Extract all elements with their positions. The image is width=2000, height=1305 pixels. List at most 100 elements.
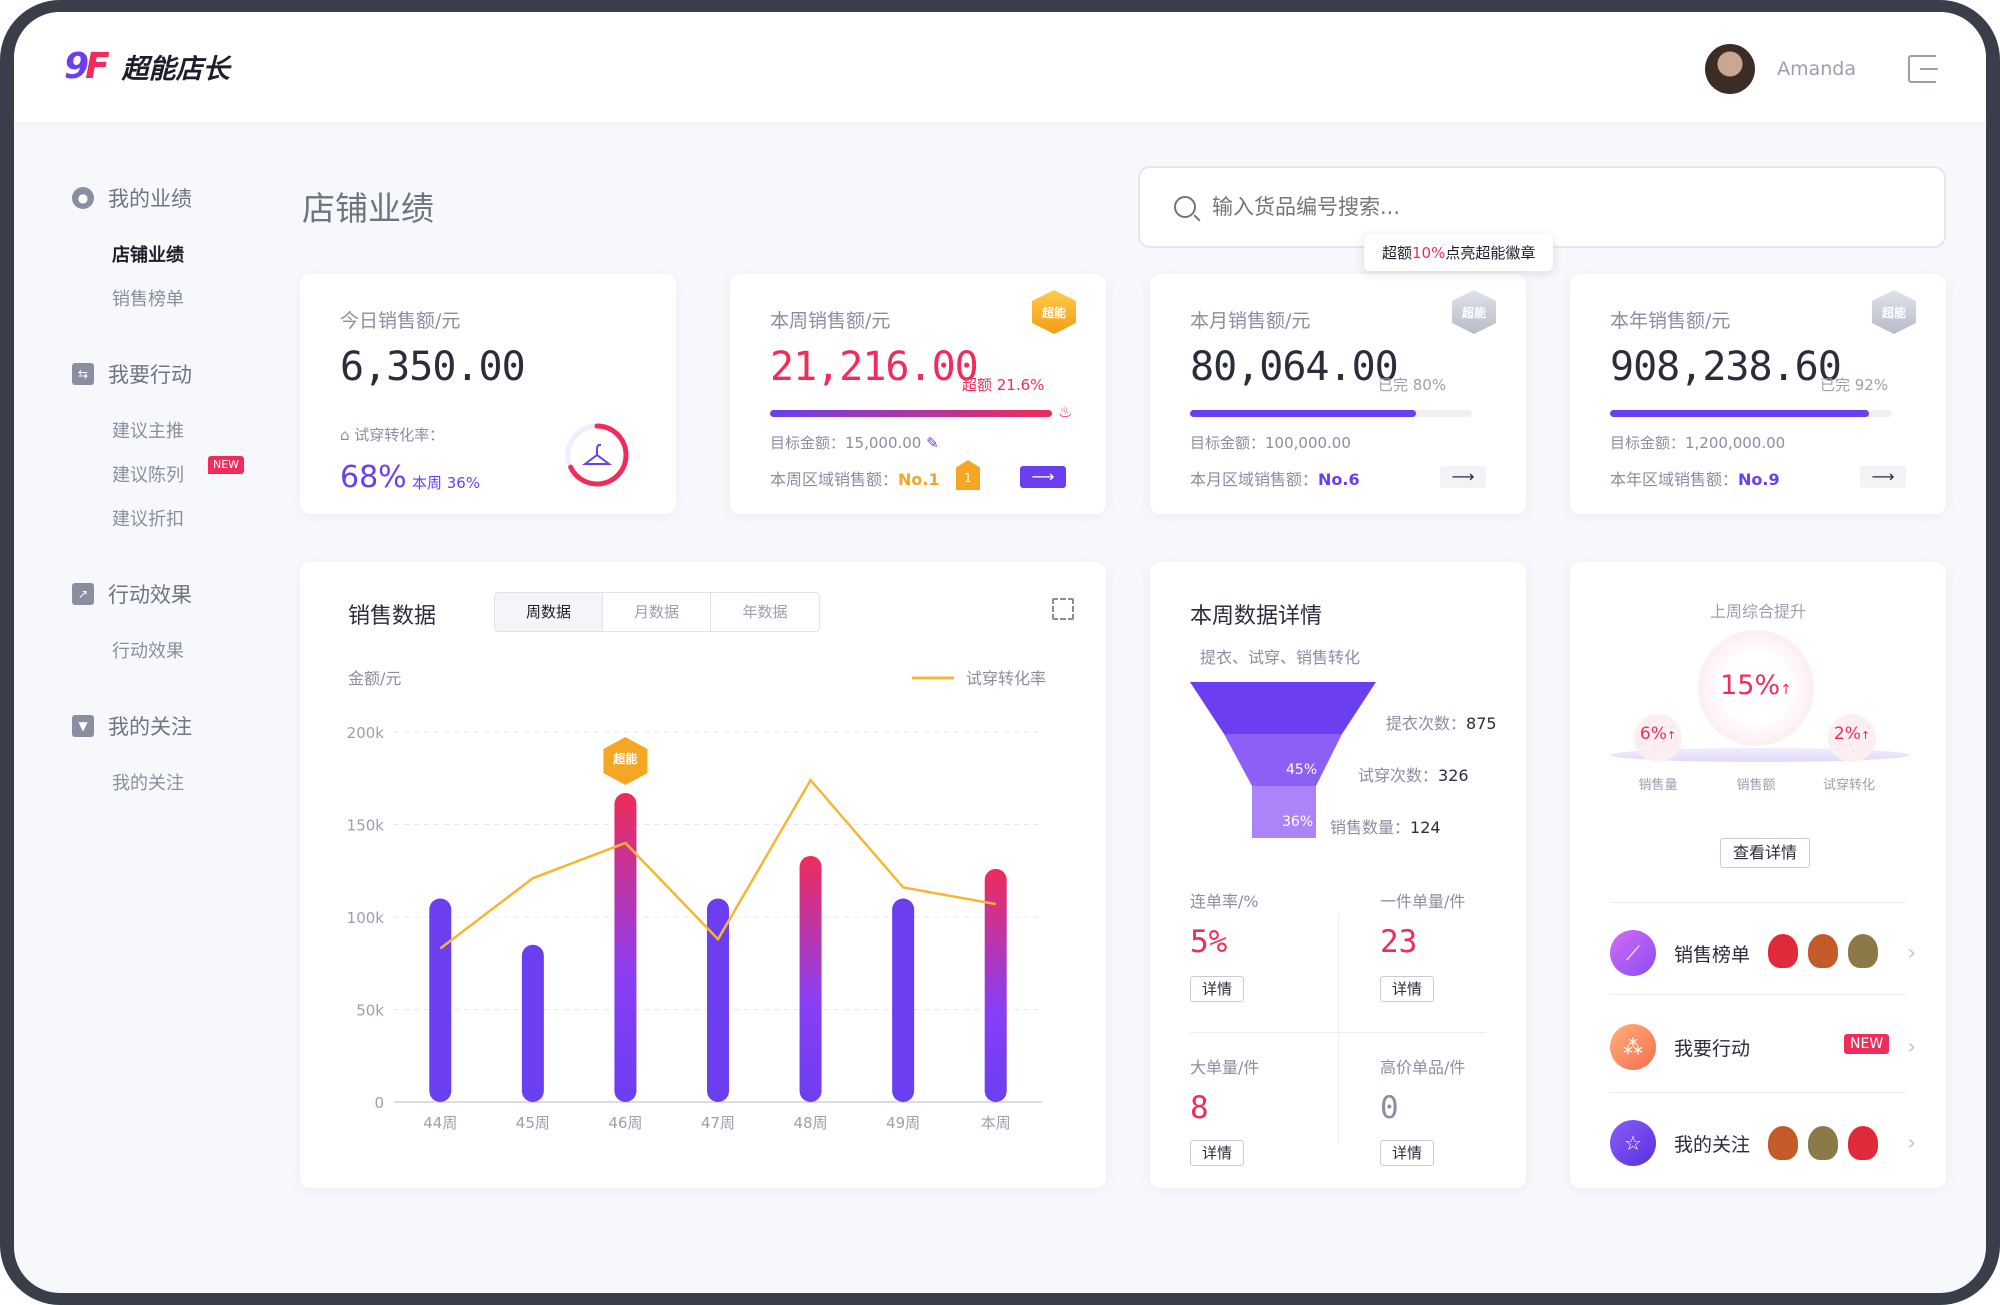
link-label: 我要行动: [1674, 1037, 1751, 1060]
x-tick-label: 47周: [701, 1114, 735, 1132]
user-name[interactable]: Amanda: [1777, 58, 1856, 80]
card-today-sales[interactable]: 今日销售额/元 6,350.00 ⌂ 试穿转化率： 68% 本周 36%: [300, 274, 676, 514]
divider: [1610, 902, 1906, 903]
nav-head-effect[interactable]: ↗ 行动效果: [72, 578, 252, 610]
badge-text: 超能: [1872, 290, 1916, 334]
target-amount: 目标金额：100,000.00: [1190, 434, 1351, 452]
chart-board-icon: ↗: [72, 583, 94, 605]
expand-icon[interactable]: [1052, 598, 1074, 620]
conversion-line: [439, 777, 996, 950]
right-bubble: [1828, 714, 1876, 762]
progress-fill: [1190, 410, 1416, 417]
logout-icon[interactable]: [1908, 55, 1938, 83]
bar-44周: [429, 898, 452, 1102]
funnel-value: 326: [1438, 766, 1469, 785]
week-detail-button[interactable]: ⟶: [1020, 466, 1066, 488]
nav-head-actions[interactable]: ⇆ 我要行动: [72, 358, 252, 390]
trophy-icon: 1: [956, 460, 980, 490]
funnel-text: 销售数量：: [1330, 818, 1411, 837]
right-label: 试穿转化: [1822, 778, 1875, 793]
sidebar-item-suggest-discount[interactable]: 建议折扣: [112, 509, 184, 530]
conversion-ring: [565, 423, 629, 487]
stat-value: 21,216.00: [770, 344, 979, 390]
edit-icon[interactable]: ✎: [926, 434, 939, 452]
conversion-value: 68%: [340, 460, 407, 495]
stat-label: 本年销售额/元: [1610, 310, 1731, 332]
page-title: 店铺业绩: [302, 189, 434, 228]
funnel-pct-1: 45%: [1286, 762, 1318, 778]
funnel-text: 提衣次数：: [1386, 714, 1467, 733]
target-amount: 目标金额：1,200,000.00: [1610, 434, 1786, 452]
metric-label: 连单率/%: [1190, 892, 1259, 911]
stat-value: 80,064.00: [1190, 344, 1399, 390]
chevron-right-icon: ›: [1907, 1034, 1916, 1060]
detail-button[interactable]: 详情: [1380, 1140, 1434, 1166]
avatar[interactable]: [1705, 44, 1756, 94]
left-bubble: [1634, 714, 1682, 762]
detail-button[interactable]: 详情: [1380, 976, 1434, 1002]
conv-label-text: 试穿转化率：: [354, 426, 445, 444]
stat-label: 本月销售额/元: [1190, 310, 1311, 332]
top-header: 9F 超能店长 Amanda: [14, 12, 1986, 122]
conversion-week: 本周 36%: [412, 474, 481, 492]
year-detail-button[interactable]: ⟶: [1860, 466, 1906, 488]
progress-track: [1190, 410, 1472, 417]
view-details-button[interactable]: 查看详情: [1720, 838, 1810, 868]
tab-year[interactable]: 年数据: [742, 603, 788, 621]
chevron-right-icon: ›: [1907, 940, 1916, 966]
sidebar-item-sales-ranking[interactable]: 销售榜单: [112, 289, 184, 310]
up-arrow-icon: ↑: [1780, 682, 1792, 698]
y-tick-label: 100k: [347, 909, 385, 927]
sidebar-item-my-follow[interactable]: 我的关注: [112, 773, 184, 794]
progress-track: [770, 410, 1052, 417]
rank-label: 本年区域销售额：: [1610, 470, 1739, 489]
nav-group-effect: ↗ 行动效果 行动效果: [72, 578, 252, 674]
detail-button[interactable]: 详情: [1190, 1140, 1244, 1166]
tooltip-post: 点亮超能徽章: [1445, 244, 1536, 262]
sidebar-item-action-effect[interactable]: 行动效果: [112, 641, 184, 662]
card-month-sales[interactable]: 本月销售额/元 超能 80,064.00 已完 80% 目标金额：100,000…: [1150, 274, 1526, 514]
new-badge: NEW: [208, 456, 245, 474]
link-sales-ranking[interactable]: ⟋ 销售榜单 ›: [1610, 928, 1916, 978]
tab-month[interactable]: 月数据: [603, 593, 711, 631]
left-label: 销售量: [1638, 778, 1678, 793]
bar-47周: [707, 898, 729, 1102]
weekly-title: 本周数据详情: [1190, 604, 1323, 629]
funnel-tier-2: [1224, 734, 1342, 786]
target-text: 目标金额：15,000.00: [770, 434, 922, 452]
improvement-card: 上周综合提升 15%↑ 6%↑ 2%↑ 销售量 销售额 试穿转化 查看详情 ⟋ …: [1570, 562, 1946, 1188]
y-tick-label: 150k: [347, 817, 385, 835]
hanger-icon: ⌂: [340, 426, 355, 444]
nav-head-performance[interactable]: ● 我的业绩: [72, 182, 252, 214]
signpost-icon: ⇆: [72, 363, 94, 385]
funnel-label-1: 提衣次数：875: [1386, 710, 1497, 734]
sidebar-item-store-performance[interactable]: 店铺业绩: [112, 245, 184, 266]
sidebar: ● 我的业绩 店铺业绩 销售榜单 ⇆ 我要行动 建议主推 建议陈列 NEW 建议折扣 …: [72, 182, 252, 842]
period-tabs: 周数据 月数据 年数据: [494, 592, 820, 632]
tab-week[interactable]: 周数据: [495, 593, 603, 631]
link-my-follow[interactable]: ☆ 我的关注 ›: [1610, 1118, 1916, 1168]
sidebar-item-suggest-display[interactable]: 建议陈列 NEW: [72, 454, 252, 498]
card-week-sales[interactable]: 本周销售额/元 超能 21,216.00 超额 21.6% ♨ 目标金额：15,…: [730, 274, 1106, 514]
star-icon: ☆: [1610, 1120, 1656, 1166]
funnel-tier-1: [1190, 682, 1376, 734]
bar-45周: [521, 944, 544, 1102]
detail-button[interactable]: 详情: [1190, 976, 1244, 1002]
sidebar-item-suggest-promote[interactable]: 建议主推: [112, 421, 184, 442]
conversion-label: ⌂ 试穿转化率：: [340, 424, 444, 445]
legend-label: 试穿转化率: [966, 669, 1046, 688]
card-year-sales[interactable]: 本年销售额/元 超能 908,238.60 已完 92% 目标金额：1,200,…: [1570, 274, 1946, 514]
month-detail-button[interactable]: ⟶: [1440, 466, 1486, 488]
super-badge-grey: 超能: [1872, 290, 1916, 338]
search-input[interactable]: [1212, 195, 1812, 219]
center-bubble: [1698, 630, 1814, 746]
link-actions[interactable]: ⁂ 我要行动 NEW ›: [1610, 1022, 1916, 1072]
nav-head-follow[interactable]: ▼ 我的关注: [72, 710, 252, 742]
weekly-subtitle: 提衣、试穿、销售转化: [1200, 648, 1361, 667]
sales-chart: 金额/元 试穿转化率 0 50k 100k 150k 200k 44周 45周 46周 47周 48周…: [347, 669, 1046, 1132]
y-tick-label: 0: [374, 1094, 384, 1112]
x-tick-label: 46周: [608, 1114, 642, 1132]
app-logo[interactable]: 9F 超能店长: [64, 46, 230, 87]
search-icon: [1174, 196, 1196, 218]
